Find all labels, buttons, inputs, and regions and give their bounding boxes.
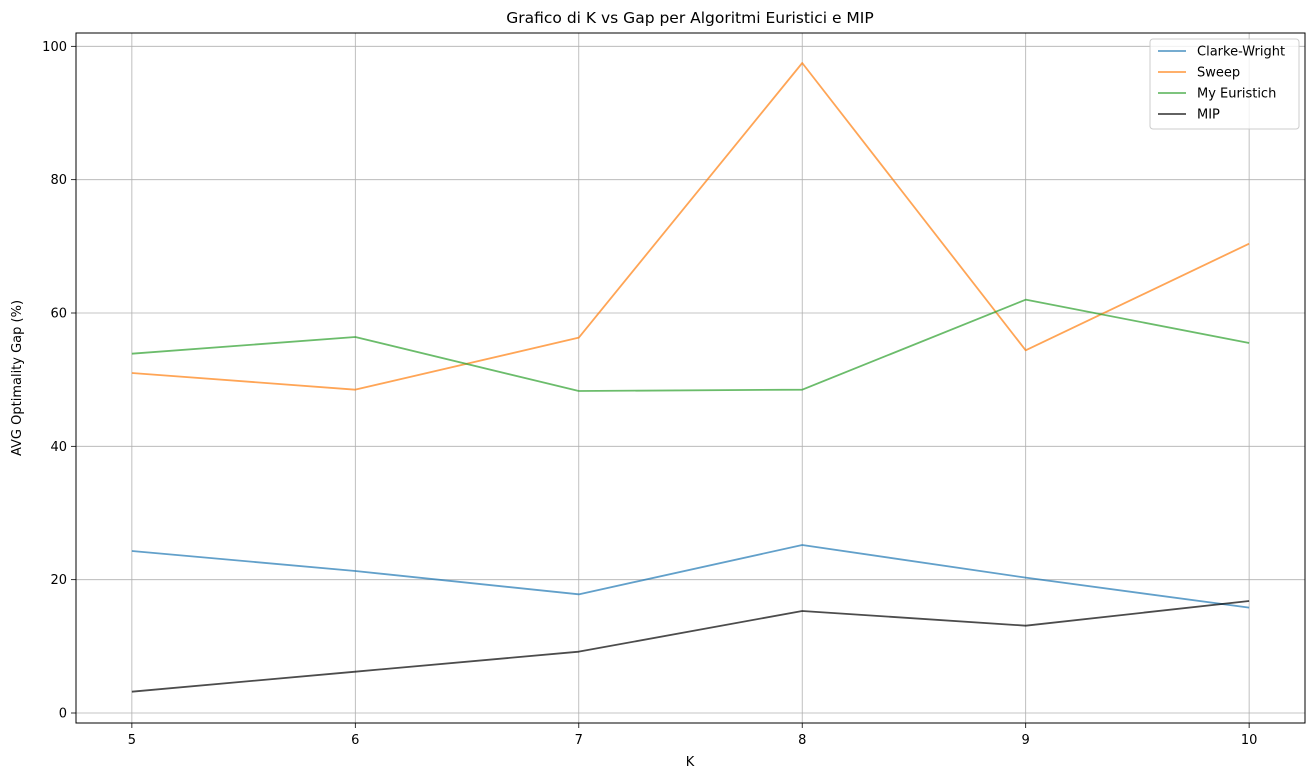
legend-label-mip: MIP <box>1197 108 1220 123</box>
y-tick-label: 20 <box>50 573 67 588</box>
y-tick-label: 60 <box>50 307 67 322</box>
legend-label-sweep: Sweep <box>1197 66 1240 81</box>
x-tick-label: 5 <box>128 733 136 748</box>
series-line-my-euristich <box>131 298 1250 392</box>
x-tick-label: 10 <box>1241 733 1258 748</box>
legend-box <box>1149 38 1300 130</box>
legend-label-clarke-wright: Clarke-Wright <box>1197 45 1285 60</box>
y-tick-label: 0 <box>59 707 67 722</box>
x-tick-label: 6 <box>351 733 359 748</box>
series-lines <box>131 62 1250 693</box>
x-tick-label: 9 <box>1022 733 1030 748</box>
series-line-sweep <box>131 62 1250 391</box>
grid <box>76 33 1305 723</box>
y-axis-label: AVG Optimality Gap (%) <box>10 300 25 456</box>
x-tick-label: 8 <box>798 733 806 748</box>
series-line-clarke-wright <box>131 544 1250 609</box>
plot-frame <box>75 32 1306 724</box>
x-axis-label: K <box>686 755 695 770</box>
x-axis-ticks: 5 6 7 8 9 10 <box>128 723 1258 748</box>
x-tick-label: 7 <box>575 733 583 748</box>
chart-title: Grafico di K vs Gap per Algoritmi Eurist… <box>506 9 873 27</box>
y-tick-label: 100 <box>42 40 67 55</box>
plot-background <box>76 33 1305 723</box>
legend-label-my-euristich: My Euristich <box>1197 87 1276 102</box>
y-axis-ticks: 0 20 40 60 80 100 <box>42 40 76 722</box>
y-tick-label: 40 <box>50 440 67 455</box>
legend: Clarke-Wright Sweep My Euristich MIP <box>1149 38 1300 130</box>
series-line-mip <box>131 600 1250 693</box>
y-tick-label: 80 <box>50 173 67 188</box>
